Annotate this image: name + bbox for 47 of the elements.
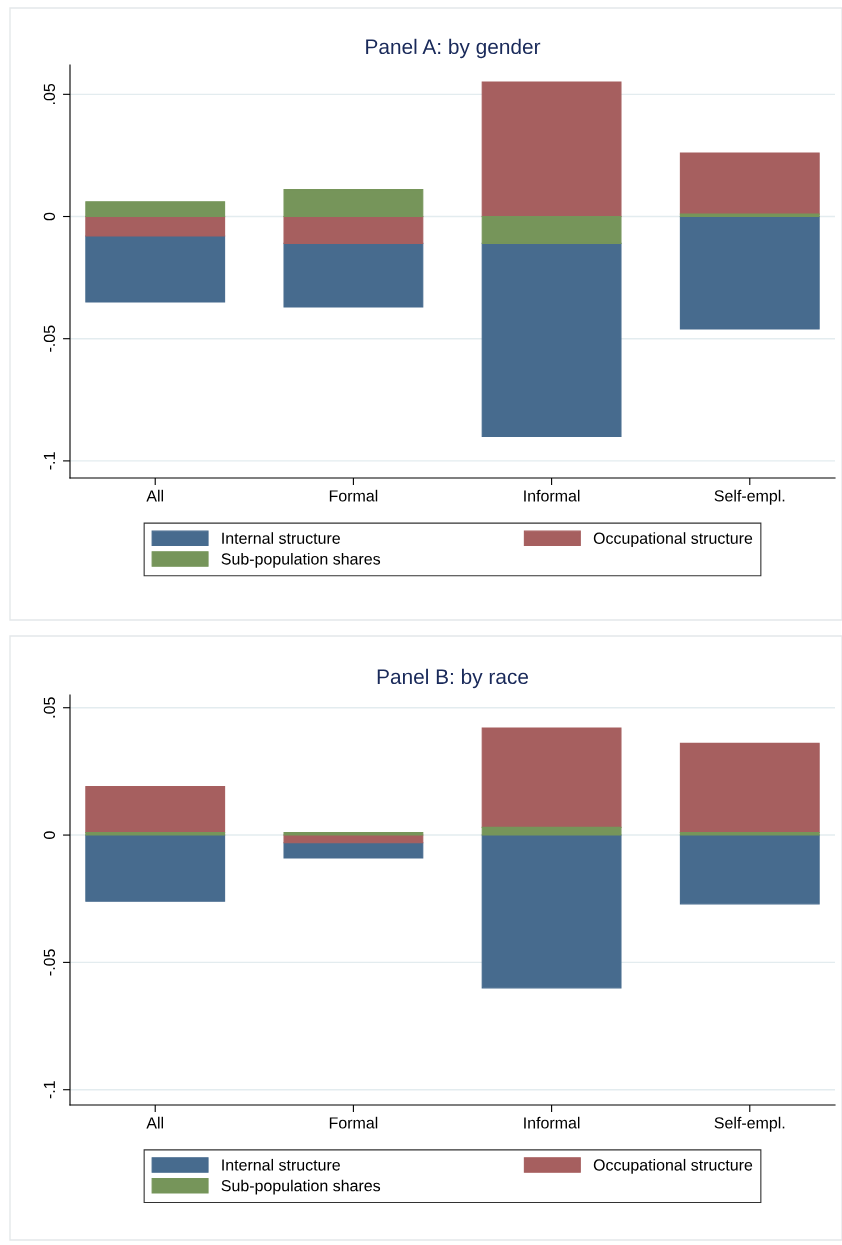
bar — [85, 201, 226, 218]
bar — [481, 727, 622, 828]
legend-label: Internal structure — [222, 1158, 340, 1171]
bar — [679, 742, 820, 834]
legend-label: Occupational structure — [593, 532, 753, 548]
x-tick-label: Self-empl. — [714, 1116, 785, 1132]
x-tick-label: All — [146, 1116, 164, 1129]
bar — [481, 215, 622, 244]
y-tick-label: .05 — [43, 697, 56, 718]
bar — [679, 215, 820, 330]
bar — [481, 826, 622, 836]
bar — [85, 834, 226, 902]
bar — [481, 81, 622, 218]
x-tick-label: Formal — [329, 1116, 378, 1129]
legend-label: Sub-population shares — [221, 1179, 381, 1195]
y-tick-label: -.05 — [43, 325, 56, 352]
bar — [679, 831, 820, 836]
bar — [283, 215, 424, 244]
y-tick-label: -.05 — [43, 949, 56, 976]
x-tick-label: Informal — [524, 1116, 580, 1129]
bar — [85, 831, 226, 836]
bar — [283, 189, 424, 218]
bar — [679, 213, 820, 218]
y-tick-label: .05 — [43, 83, 56, 104]
chart-title: Panel B: by race — [377, 668, 529, 689]
y-tick-label: -.1 — [43, 452, 55, 470]
bar — [679, 834, 820, 905]
bar — [283, 242, 424, 308]
legend-label: Occupational structure — [593, 1158, 753, 1174]
y-tick-label: 0 — [43, 831, 56, 839]
bar — [85, 786, 226, 834]
x-tick-label: Formal — [329, 489, 378, 502]
chart-title: Panel A: by gender — [366, 38, 541, 59]
bar — [85, 235, 226, 303]
legend-label: Sub-population shares — [221, 552, 381, 568]
y-tick-label: -.1 — [43, 1081, 55, 1099]
bar — [481, 834, 622, 989]
y-tick-label: 0 — [43, 212, 56, 221]
bar — [283, 831, 424, 836]
x-tick-label: Informal — [524, 489, 580, 502]
bar — [481, 242, 622, 438]
x-tick-label: All — [146, 489, 164, 502]
bar — [283, 842, 424, 859]
x-tick-label: Self-empl. — [714, 489, 785, 505]
bar — [679, 152, 820, 215]
legend-label: Internal structure — [222, 532, 340, 544]
bar — [85, 215, 226, 237]
